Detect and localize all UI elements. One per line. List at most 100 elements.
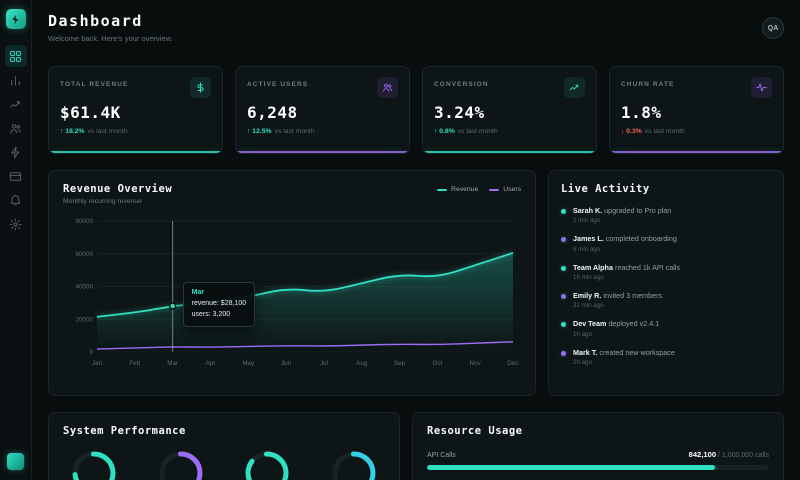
svg-text:Oct: Oct <box>432 360 442 367</box>
activity-actor: Sarah K. <box>573 206 603 215</box>
resource-progress-track <box>427 465 769 470</box>
svg-text:Apr: Apr <box>206 360 216 367</box>
performance-gauge <box>245 451 289 480</box>
activity-dot <box>561 322 566 328</box>
activity-actor: Team Alpha <box>573 262 613 272</box>
svg-text:0: 0 <box>89 349 93 356</box>
activity-dot <box>561 265 566 271</box>
activity-item: Sarah K. upgraded to Pro plan 2 min ago <box>561 206 771 224</box>
svg-text:Mar: Mar <box>167 360 178 367</box>
activity-actor: James L. <box>573 234 604 244</box>
dollar-icon <box>190 77 211 98</box>
pulse-icon <box>751 77 772 98</box>
sidebar-item-billing[interactable] <box>5 165 27 187</box>
sidebar-item-analytics[interactable] <box>5 69 27 91</box>
revenue-chart[interactable]: 0 20000 40000 60000 80000 Jan Feb Mar Apr May Jun J… <box>63 211 521 369</box>
activity-item: Dev Team deployed v2.4.1 1h ago <box>561 319 771 338</box>
main-content: Dashboard Welcome back. Here's your over… <box>32 0 800 480</box>
legend-item-revenue[interactable]: Revenue <box>437 186 478 193</box>
svg-text:Aug: Aug <box>356 360 368 367</box>
activity-time: 8 min ago <box>573 245 601 253</box>
sidebar <box>0 0 32 480</box>
stat-card-churn-rate[interactable]: CHURN RATE 1.8% ↓ 0.3% vs last month <box>609 66 784 154</box>
svg-text:40000: 40000 <box>75 284 93 291</box>
activity-time: 16 min ago <box>573 274 604 282</box>
stat-accent-line <box>49 151 222 153</box>
live-activity-card: Live Activity Sarah K. upgraded to Pro p… <box>548 170 784 396</box>
activity-action: completed onboarding <box>605 234 677 244</box>
activity-item: Mark T. created new workspace 2h ago <box>561 348 771 366</box>
activity-actor: Mark T. <box>573 347 598 357</box>
chart-legend: Revenue Users <box>437 183 521 193</box>
user-avatar[interactable]: QA <box>762 17 784 39</box>
activity-dot <box>561 209 566 214</box>
page-header: Dashboard Welcome back. Here's your over… <box>48 12 784 52</box>
stat-card-active-users[interactable]: ACTIVE USERS 6,248 ↑ 12.5% vs last month <box>235 66 410 154</box>
stat-delta: ↑ 12.5% <box>247 128 272 135</box>
resource-usage-card: Resource Usage API Calls 842,100 / 1,000… <box>412 412 784 480</box>
users-swatch <box>489 188 500 191</box>
system-performance-card: System Performance <box>48 412 400 480</box>
stat-label: CONVERSION <box>434 81 489 88</box>
resource-value: 842,100 / 1,000,000 calls <box>688 450 769 459</box>
stat-delta-note: vs last month <box>457 128 498 135</box>
performance-gauges <box>63 450 385 480</box>
svg-text:80000: 80000 <box>75 218 93 225</box>
stat-delta-note: vs last month <box>87 128 128 135</box>
users-icon <box>377 77 398 98</box>
app-logo-bolt-icon[interactable] <box>5 9 26 29</box>
activity-time: 1h ago <box>573 330 592 338</box>
activity-actor: Dev Team <box>573 319 607 329</box>
activity-action: invited 3 members <box>603 291 663 301</box>
activity-time: 2h ago <box>573 359 592 367</box>
sidebar-item-trends[interactable] <box>5 93 27 115</box>
stat-delta: ↑ 0.8% <box>434 128 455 135</box>
revenue-chart-canvas: 0 20000 40000 60000 80000 Jan Feb Mar Apr May Jun J… <box>63 211 521 369</box>
sidebar-item-notifications[interactable] <box>5 189 27 211</box>
sidebar-item-dashboard[interactable] <box>4 45 27 67</box>
performance-gauge <box>72 451 116 480</box>
stat-label: CHURN RATE <box>621 81 675 88</box>
stat-card-conversion[interactable]: CONVERSION 3.24% ↑ 0.8% vs last month <box>422 66 597 154</box>
legend-label: Users <box>503 186 521 193</box>
stat-card-total-revenue[interactable]: TOTAL REVENUE $61.4K ↑ 18.2% vs last mont… <box>48 66 223 154</box>
svg-text:60000: 60000 <box>75 251 93 258</box>
activity-card-title: Live Activity <box>561 183 650 195</box>
revenue-card-title: Revenue Overview <box>63 183 173 195</box>
page-subtitle: Welcome back. Here's your overview. <box>48 34 173 43</box>
sidebar-item-automation[interactable] <box>5 141 27 163</box>
stat-accent-line <box>236 151 409 153</box>
resource-card-title: Resource Usage <box>427 425 523 437</box>
svg-text:Jun: Jun <box>281 360 292 367</box>
svg-text:Jul: Jul <box>320 360 328 367</box>
activity-action: upgraded to Pro plan <box>604 206 672 215</box>
performance-gauge <box>332 451 376 480</box>
stat-delta: ↑ 18.2% <box>60 128 85 135</box>
stat-delta-note: vs last month <box>644 128 685 135</box>
performance-gauge <box>159 451 203 480</box>
activity-dot <box>561 294 566 300</box>
resource-label: API Calls <box>427 452 456 459</box>
stat-value: 3.24% <box>434 103 485 122</box>
revenue-card-subtitle: Monthly recurring revenue <box>63 198 142 205</box>
activity-item: James L. completed onboarding 8 min ago <box>561 234 771 253</box>
resource-progress-fill <box>427 465 715 470</box>
activity-dot <box>561 237 566 243</box>
sidebar-item-settings[interactable] <box>5 213 27 235</box>
activity-actor: Emily R. <box>573 291 602 301</box>
svg-text:Dec: Dec <box>507 360 518 367</box>
stat-value: $61.4K <box>60 103 121 122</box>
sidebar-item-users[interactable] <box>5 117 27 139</box>
activity-list: Sarah K. upgraded to Pro plan 2 min ago … <box>561 206 771 366</box>
activity-item: Team Alpha reached 1k API calls 16 min a… <box>561 263 771 281</box>
svg-text:Nov: Nov <box>470 360 482 367</box>
activity-time: 2 min ago <box>573 217 601 225</box>
activity-action: reached 1k API calls <box>614 262 681 272</box>
performance-card-title: System Performance <box>63 425 186 437</box>
sidebar-user-avatar[interactable] <box>7 453 24 470</box>
activity-action: deployed v2.4.1 <box>608 319 660 329</box>
activity-dot <box>561 350 566 356</box>
stat-label: TOTAL REVENUE <box>60 81 129 88</box>
legend-label: Revenue <box>451 186 479 193</box>
legend-item-users[interactable]: Users <box>489 186 521 193</box>
